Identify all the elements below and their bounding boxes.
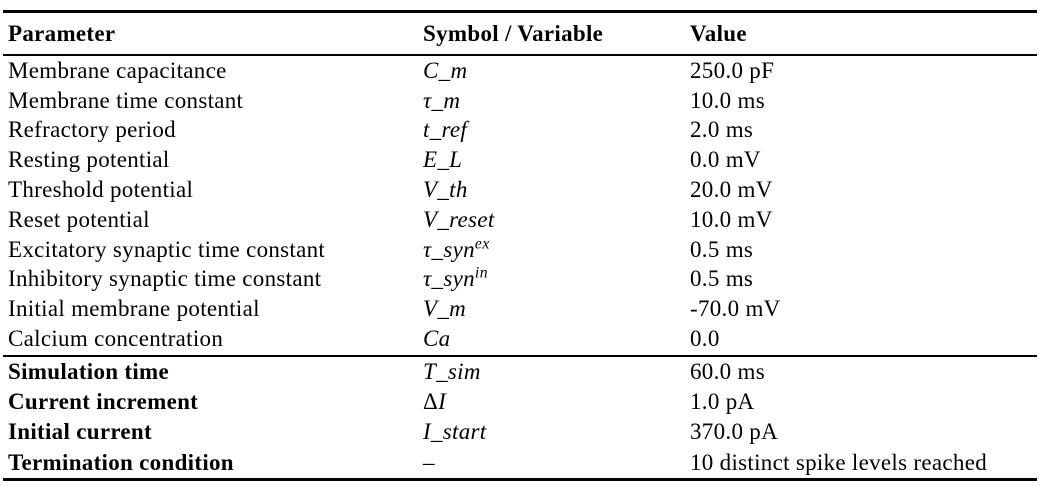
parameter-value: 10.0 mV <box>690 206 773 232</box>
parameter-symbol: T_sim <box>423 359 690 385</box>
parameter-symbol: Ca <box>423 326 690 352</box>
symbol-base: V_m <box>423 296 467 322</box>
parameter-symbol: C_m <box>423 58 690 84</box>
parameter-symbol: V_m <box>423 296 690 322</box>
parameter-symbol: τ_synin <box>423 264 690 292</box>
symbol-base: V_th <box>423 177 468 203</box>
parameter-value: 10 distinct spike levels reached <box>690 449 988 475</box>
symbol-base: τ_syn <box>423 266 475 292</box>
parameter-value: 60.0 ms <box>690 359 765 385</box>
header-parameter: Parameter <box>8 21 116 46</box>
section-separator-rule <box>3 355 1037 357</box>
parameter-name: Inhibitory synaptic time constant <box>8 266 322 292</box>
parameter-name: Excitatory synaptic time constant <box>8 236 326 262</box>
parameter-value: 0.0 mV <box>690 147 761 173</box>
symbol-base: V_reset <box>423 206 495 232</box>
symbol-base: C_m <box>423 57 468 83</box>
symbol-superscript: in <box>474 264 489 282</box>
symbol-base: τ_m <box>423 87 461 113</box>
table-row: Threshold potential V_th 20.0 mV <box>8 175 1038 205</box>
table-row: Excitatory synaptic time constant τ_syne… <box>8 235 1038 265</box>
header-separator-rule <box>3 54 1037 56</box>
table-row: Calcium concentration Ca 0.0 <box>8 324 1038 354</box>
symbol-base: T_sim <box>423 359 481 385</box>
table-row: Simulation time T_sim 60.0 ms <box>8 357 1038 387</box>
parameter-value: 1.0 pA <box>690 389 755 415</box>
symbol-base: t_ref <box>423 117 468 143</box>
parameter-value: 250.0 pF <box>690 57 775 83</box>
neuron-parameters-section: Membrane capacitance C_m 250.0 pF Membra… <box>8 56 1038 354</box>
parameter-name: Simulation time <box>8 359 170 385</box>
symbol-upright: – <box>423 449 435 475</box>
parameter-symbol: – <box>423 450 690 476</box>
parameter-value: 370.0 pA <box>690 419 779 445</box>
table-row: Membrane capacitance C_m 250.0 pF <box>8 56 1038 86</box>
parameter-name: Reset potential <box>8 206 150 232</box>
symbol-superscript: ex <box>474 235 490 253</box>
parameter-value: 20.0 mV <box>690 177 773 203</box>
parameter-name: Membrane time constant <box>8 87 244 113</box>
table-top-rule <box>3 10 1037 13</box>
parameter-symbol: t_ref <box>423 117 690 143</box>
parameter-name: Calcium concentration <box>8 326 224 352</box>
parameter-symbol: I_start <box>423 419 690 445</box>
parameter-value: 0.5 ms <box>690 266 754 292</box>
parameter-name: Threshold potential <box>8 177 194 203</box>
parameter-name: Resting potential <box>8 147 170 173</box>
parameter-name: Initial current <box>8 419 152 445</box>
symbol-upright: Δ <box>423 389 439 415</box>
parameter-symbol: ΔI <box>423 389 690 415</box>
parameter-value: 0.5 ms <box>690 236 754 262</box>
symbol-base: Ca <box>423 326 451 352</box>
parameter-name: Termination condition <box>8 449 234 475</box>
header-symbol: Symbol / Variable <box>423 21 604 46</box>
table-row: Termination condition – 10 distinct spik… <box>8 448 1038 478</box>
header-value: Value <box>690 21 747 46</box>
parameter-value: 10.0 ms <box>690 87 765 113</box>
symbol-base: I <box>438 389 447 415</box>
parameter-value: 0.0 <box>690 326 720 352</box>
parameter-symbol: V_th <box>423 177 690 203</box>
parameter-symbol: E_L <box>423 147 690 173</box>
table-row: Membrane time constant τ_m 10.0 ms <box>8 86 1038 116</box>
parameter-symbol: τ_m <box>423 88 690 114</box>
symbol-base: τ_syn <box>423 236 475 262</box>
parameter-name: Membrane capacitance <box>8 57 227 83</box>
simulation-parameters-section: Simulation time T_sim 60.0 ms Current in… <box>8 357 1038 478</box>
table-row: Refractory period t_ref 2.0 ms <box>8 116 1038 146</box>
table-row: Reset potential V_reset 10.0 mV <box>8 205 1038 235</box>
table-row: Initial membrane potential V_m -70.0 mV <box>8 294 1038 324</box>
parameter-value: -70.0 mV <box>690 296 781 322</box>
table-header-row: Parameter Symbol / Variable Value <box>8 14 1038 54</box>
table-row: Inhibitory synaptic time constant τ_syni… <box>8 265 1038 295</box>
parameter-value: 2.0 ms <box>690 117 754 143</box>
symbol-base: E_L <box>423 147 463 173</box>
parameter-name: Initial membrane potential <box>8 296 260 322</box>
parameter-symbol: τ_synex <box>423 235 690 263</box>
parameter-name: Refractory period <box>8 117 176 143</box>
table-row: Initial current I_start 370.0 pA <box>8 417 1038 447</box>
table-bottom-rule <box>3 478 1037 481</box>
parameter-symbol: V_reset <box>423 207 690 233</box>
table-row: Current increment ΔI 1.0 pA <box>8 387 1038 417</box>
symbol-base: I_start <box>423 419 487 445</box>
table-row: Resting potential E_L 0.0 mV <box>8 145 1038 175</box>
parameter-name: Current increment <box>8 389 199 415</box>
